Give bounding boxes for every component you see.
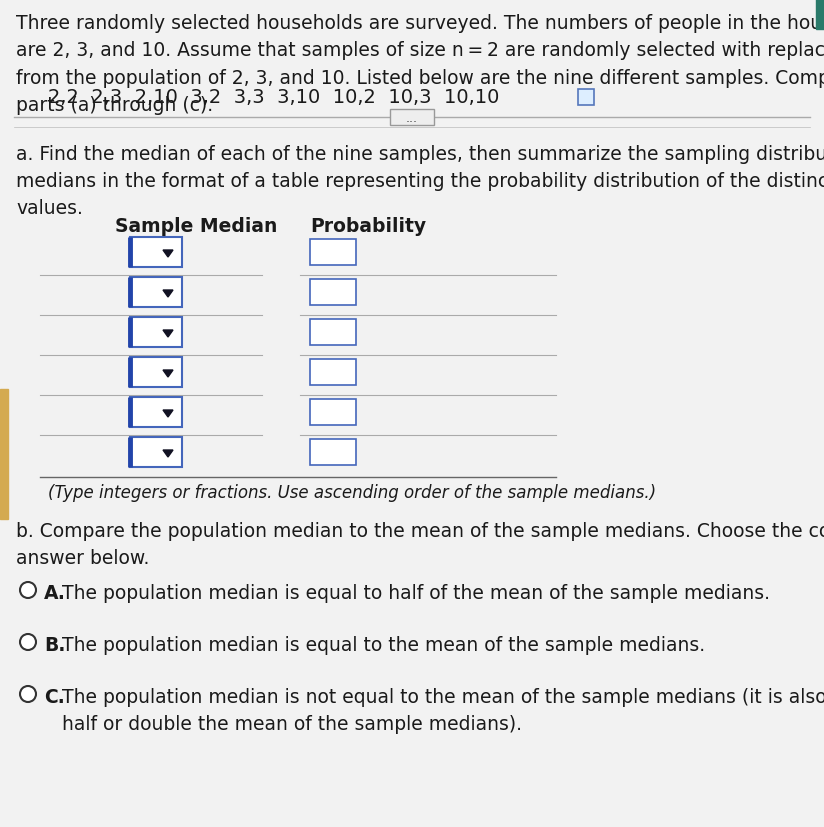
Polygon shape (163, 251, 173, 258)
Text: The population median is equal to the mean of the sample medians.: The population median is equal to the me… (62, 635, 705, 654)
Text: b. Compare the population median to the mean of the sample medians. Choose the c: b. Compare the population median to the … (16, 521, 824, 567)
Bar (130, 318, 182, 347)
Bar (130, 237, 182, 268)
Text: A.: A. (44, 583, 66, 602)
Bar (310, 319, 356, 346)
Polygon shape (163, 451, 173, 457)
Text: a. Find the median of each of the nine samples, then summarize the sampling dist: a. Find the median of each of the nine s… (16, 145, 824, 218)
Text: B.: B. (44, 635, 65, 654)
Bar (130, 437, 182, 467)
Bar (310, 240, 356, 265)
Polygon shape (163, 290, 173, 298)
Text: ...: ... (406, 112, 418, 124)
Bar (578, 90, 594, 106)
Bar (130, 357, 182, 388)
Bar (310, 360, 356, 385)
Circle shape (20, 582, 36, 598)
Polygon shape (163, 331, 173, 337)
Circle shape (20, 634, 36, 650)
Bar (390, 110, 434, 126)
Text: Sample Median: Sample Median (115, 217, 278, 236)
Text: The population median is equal to half of the mean of the sample medians.: The population median is equal to half o… (62, 583, 770, 602)
Bar (130, 278, 182, 308)
Bar (310, 280, 356, 306)
Text: (Type integers or fractions. Use ascending order of the sample medians.): (Type integers or fractions. Use ascendi… (48, 484, 656, 501)
Text: 2,2  2,3  2,10  3,2  3,3  3,10  10,2  10,3  10,10: 2,2 2,3 2,10 3,2 3,3 3,10 10,2 10,3 10,1… (48, 88, 499, 107)
Text: The population median is not equal to the mean of the sample medians (it is also: The population median is not equal to th… (62, 687, 824, 734)
Polygon shape (163, 410, 173, 418)
Text: Three randomly selected households are surveyed. The numbers of people in the ho: Three randomly selected households are s… (16, 14, 824, 115)
Bar (310, 439, 356, 466)
Circle shape (20, 686, 36, 702)
Bar (816, 0, 824, 30)
Polygon shape (163, 370, 173, 378)
Text: Probability: Probability (310, 217, 426, 236)
Bar (0, 390, 8, 519)
Text: C.: C. (44, 687, 65, 706)
Bar (130, 398, 182, 428)
Bar (310, 399, 356, 425)
